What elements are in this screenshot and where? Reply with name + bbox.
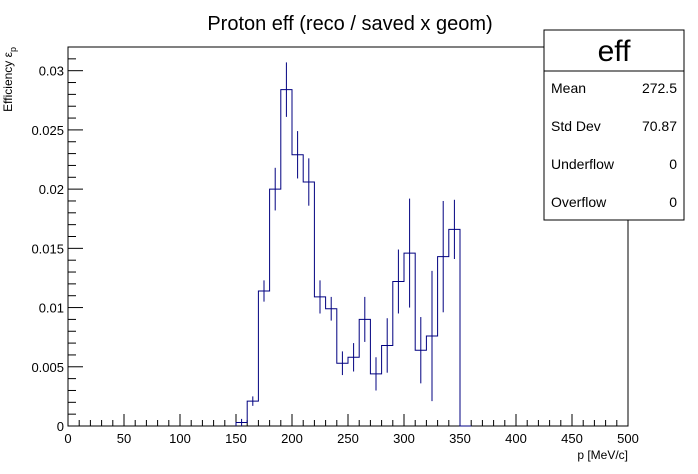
x-tick-label: 50 — [117, 431, 131, 446]
x-tick-label: 200 — [281, 431, 303, 446]
x-tick-label: 0 — [64, 431, 71, 446]
x-tick-label: 350 — [449, 431, 471, 446]
stats-box: eff Mean 272.5 Std Dev 70.87 Underflow 0… — [543, 29, 685, 221]
stats-box-frame — [543, 29, 685, 221]
stats-underflow-value: 0 — [669, 156, 677, 172]
stats-stddev-value: 70.87 — [642, 118, 677, 134]
y-tick-label: 0.015 — [31, 241, 64, 256]
y-tick-label: 0.02 — [39, 182, 64, 197]
y-axis-title: Efficiency εp — [1, 47, 18, 112]
stats-underflow-label: Underflow — [551, 156, 615, 172]
y-tick-label: 0.025 — [31, 123, 64, 138]
stats-stddev-label: Std Dev — [551, 118, 601, 134]
y-axis-title-subscript: p — [8, 47, 18, 52]
x-axis: 0 50 100 150 200 250 300 350 400 450 500 — [64, 414, 639, 446]
y-tick-label: 0.01 — [39, 301, 64, 316]
stats-mean-label: Mean — [551, 80, 586, 96]
y-tick-label: 0.005 — [31, 360, 64, 375]
x-tick-label: 150 — [225, 431, 247, 446]
stats-box-title: eff — [598, 35, 631, 68]
histogram-outline — [235, 89, 472, 427]
chart-title: Proton eff (reco / saved x geom) — [207, 13, 492, 35]
y-axis-title-main: Efficiency ε — [1, 51, 15, 111]
x-axis-title: p [MeV/c] — [577, 448, 628, 462]
stats-mean-value: 272.5 — [642, 80, 677, 96]
x-tick-label: 450 — [561, 431, 583, 446]
x-tick-label: 300 — [393, 431, 415, 446]
y-axis: 0 0.005 0.01 0.015 0.02 0.025 0.03 — [31, 46, 83, 434]
x-tick-label: 250 — [337, 431, 359, 446]
y-tick-label: 0.03 — [39, 64, 64, 79]
histogram-series — [235, 62, 472, 427]
y-tick-label: 0 — [57, 419, 64, 434]
stats-overflow-label: Overflow — [551, 194, 607, 210]
x-tick-label: 400 — [505, 431, 527, 446]
x-tick-label: 100 — [169, 431, 191, 446]
x-tick-label: 500 — [617, 431, 639, 446]
stats-overflow-value: 0 — [669, 194, 677, 210]
